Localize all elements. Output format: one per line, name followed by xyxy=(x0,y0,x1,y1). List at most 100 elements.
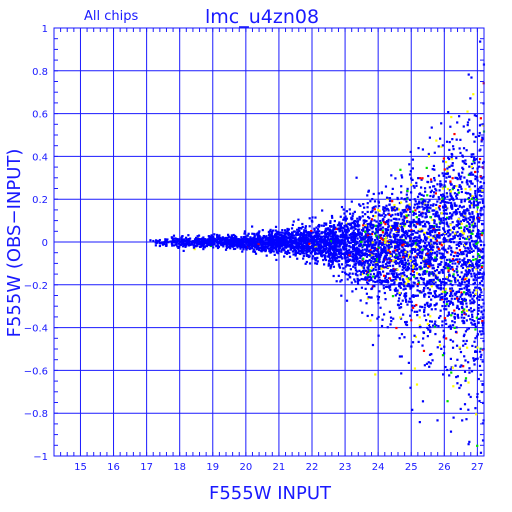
data-point xyxy=(424,203,427,206)
data-point xyxy=(476,213,480,216)
data-point xyxy=(289,246,292,249)
data-point xyxy=(451,213,454,217)
data-point xyxy=(246,234,249,237)
data-point xyxy=(375,252,378,256)
data-point xyxy=(423,248,426,251)
data-point xyxy=(450,215,453,218)
data-point xyxy=(416,283,419,286)
data-point xyxy=(431,237,435,240)
data-point xyxy=(459,177,462,181)
data-point xyxy=(474,325,477,328)
data-point xyxy=(474,194,477,197)
data-point xyxy=(453,321,456,324)
data-point xyxy=(358,269,361,272)
data-point xyxy=(316,252,319,255)
data-point xyxy=(459,185,462,188)
data-point xyxy=(471,267,474,271)
data-point xyxy=(463,228,466,231)
data-point xyxy=(409,206,412,209)
data-point xyxy=(417,248,420,251)
data-point xyxy=(429,252,432,255)
data-point xyxy=(354,266,357,270)
data-point xyxy=(463,355,466,358)
data-point xyxy=(352,246,355,249)
data-point xyxy=(251,232,254,235)
data-point xyxy=(286,227,289,231)
data-point xyxy=(468,225,471,229)
data-point xyxy=(426,206,429,209)
data-point xyxy=(256,239,259,242)
data-point xyxy=(404,251,407,254)
data-point xyxy=(237,238,240,241)
data-point xyxy=(335,240,339,243)
data-point xyxy=(302,248,305,251)
data-point xyxy=(478,281,482,285)
data-point xyxy=(363,264,366,267)
data-point xyxy=(398,257,401,260)
data-point xyxy=(324,236,327,239)
data-point xyxy=(445,308,448,311)
data-point xyxy=(336,260,339,263)
data-point xyxy=(482,190,485,194)
data-point xyxy=(255,246,258,249)
data-point xyxy=(359,242,362,245)
data-point xyxy=(287,236,291,239)
data-point xyxy=(374,224,377,227)
data-point xyxy=(448,302,451,306)
data-point xyxy=(417,281,421,284)
data-point xyxy=(309,239,312,242)
data-point xyxy=(389,264,392,267)
data-point xyxy=(476,259,479,262)
data-point xyxy=(359,244,363,247)
data-point xyxy=(470,247,473,250)
data-point xyxy=(183,244,186,247)
data-point xyxy=(439,309,442,312)
data-point xyxy=(336,242,339,245)
data-point xyxy=(399,238,402,241)
data-point xyxy=(393,282,396,285)
data-point xyxy=(401,229,404,233)
data-point xyxy=(356,247,359,251)
data-point xyxy=(414,242,417,245)
data-point xyxy=(440,292,443,295)
data-point xyxy=(466,220,469,223)
data-point xyxy=(381,281,384,284)
data-point xyxy=(465,179,469,182)
data-point xyxy=(481,313,484,316)
data-point xyxy=(258,242,261,245)
data-point xyxy=(337,237,340,240)
data-point xyxy=(358,239,362,243)
data-point xyxy=(377,222,380,225)
data-point xyxy=(429,238,432,242)
data-point xyxy=(476,295,480,298)
data-point xyxy=(481,298,484,301)
data-point xyxy=(455,223,458,227)
data-point xyxy=(362,238,365,241)
data-point xyxy=(433,176,436,180)
data-point xyxy=(343,238,346,241)
data-point xyxy=(442,160,445,163)
data-point xyxy=(470,153,473,156)
data-point xyxy=(255,244,259,247)
data-point xyxy=(295,240,298,243)
data-point xyxy=(427,155,431,158)
data-point xyxy=(476,392,479,396)
data-point xyxy=(458,346,461,349)
data-point xyxy=(416,231,419,234)
data-point xyxy=(455,344,459,347)
data-point xyxy=(466,273,470,276)
data-point xyxy=(296,257,299,260)
data-point xyxy=(395,272,398,275)
data-point xyxy=(451,231,454,234)
data-point xyxy=(418,210,421,214)
data-point xyxy=(459,302,462,305)
data-point xyxy=(425,220,428,224)
data-point xyxy=(433,292,437,295)
data-point xyxy=(374,263,378,266)
data-point xyxy=(435,239,438,242)
data-point xyxy=(410,304,414,307)
data-point xyxy=(429,250,433,253)
data-point xyxy=(481,324,484,327)
data-point xyxy=(471,167,474,170)
data-point xyxy=(425,362,429,365)
